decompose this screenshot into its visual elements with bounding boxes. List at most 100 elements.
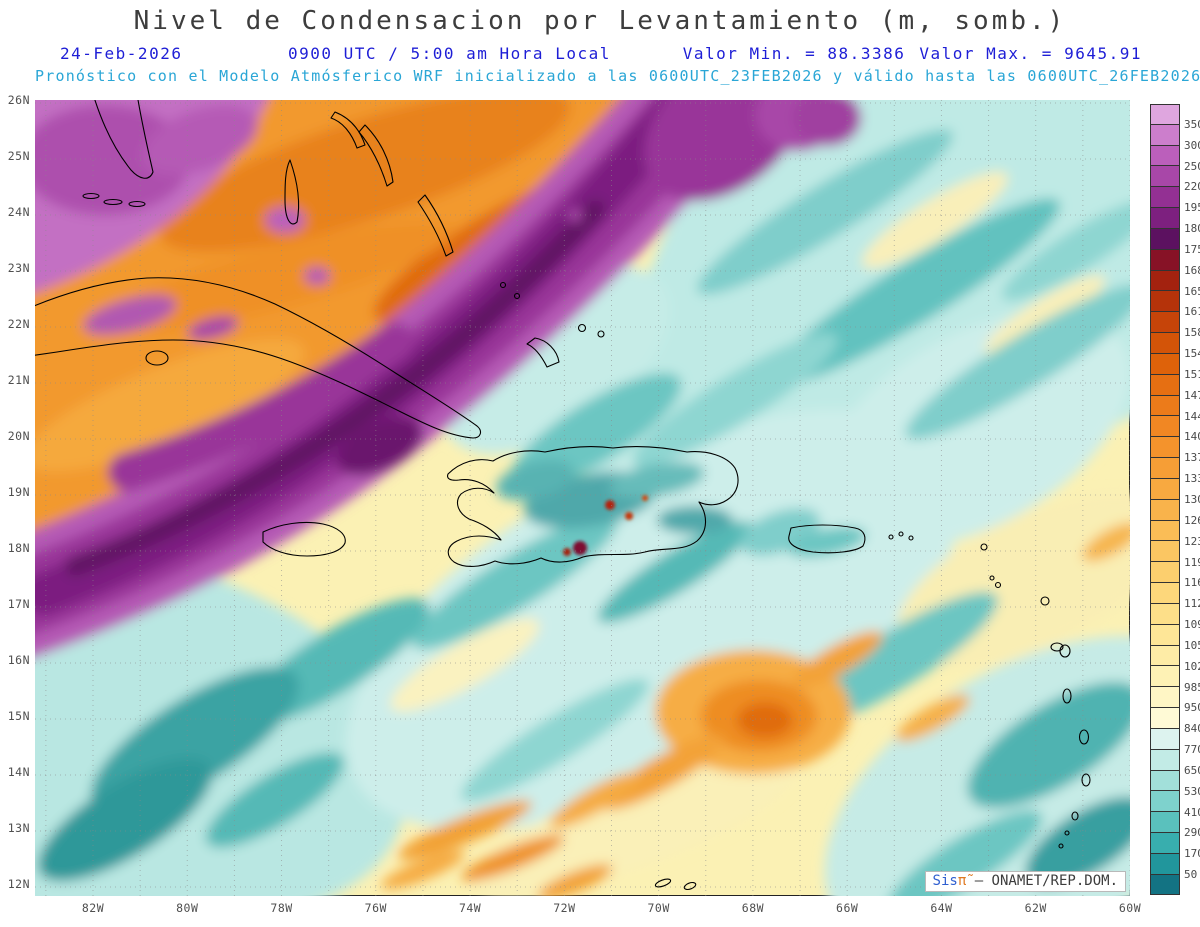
minmax-values: Valor Min. = 88.3386 Valor Max. = 9645.91 [669, 44, 1142, 63]
colorbar-tick-label: 1475 [1184, 388, 1200, 402]
lat-tick-label: 23N [7, 261, 30, 275]
colorbar-cell [1150, 187, 1180, 209]
colorbar-cell [1150, 333, 1180, 354]
colorbar-tick-label: 1510 [1184, 367, 1200, 381]
colorbar-cell [1150, 832, 1180, 854]
cuba-coastline [35, 277, 482, 439]
lon-tick-label: 70W [647, 901, 670, 915]
watermark-org: — ONAMET/REP.DOM. [974, 873, 1118, 889]
lat-tick-label: 13N [7, 821, 30, 835]
colorbar-tick-label: 1300 [1184, 493, 1200, 506]
colorbar-tick-label: 650 [1184, 763, 1200, 777]
colorbar-cell [1150, 145, 1180, 167]
colorbar-cell [1150, 583, 1180, 604]
colorbar-tick-label: 530 [1184, 784, 1200, 798]
field-layer [35, 100, 1130, 896]
colorbar-cell [1150, 437, 1180, 459]
colorbar-tick-label: 1650 [1184, 284, 1200, 298]
colorbar-tick-label: 1090 [1184, 618, 1200, 632]
colorbar-tick-label: 410 [1184, 805, 1200, 819]
colorbar-tick-label: 1688 [1184, 263, 1200, 277]
map-panel: Sisπ̃ — ONAMET/REP.DOM. [35, 100, 1130, 896]
lon-tick-label: 66W [836, 901, 859, 915]
lat-tick-label: 17N [7, 597, 30, 611]
local-maxima-specks [563, 495, 648, 556]
colorbar-cell [1150, 499, 1180, 521]
lat-tick-label: 14N [7, 765, 30, 779]
colorbar-cell [1150, 104, 1180, 125]
puerto-rico-coastline [788, 524, 866, 554]
watermark-brand: Sis [932, 873, 958, 889]
colorbar-tick-label: 1335 [1184, 472, 1200, 486]
colorbar-cell [1150, 749, 1180, 771]
watermark-pi-symbol: π̃ [957, 873, 967, 889]
colorbar-tick-label: 840 [1184, 722, 1200, 736]
colorbar-tick-label: 1125 [1184, 597, 1200, 611]
colorbar-cell [1150, 853, 1180, 875]
colorbar-cell [1150, 603, 1180, 625]
colorbar-tick-label: 985 [1184, 680, 1200, 694]
colorbar-cell [1150, 812, 1180, 833]
colorbar-tick-label: 1230 [1184, 534, 1200, 548]
min-value-label: Valor Min. = 88.3386 [682, 44, 906, 63]
lat-tick-label: 16N [7, 653, 30, 667]
colorbar-cell [1150, 374, 1180, 396]
lon-tick-label: 72W [553, 901, 576, 915]
watermark: Sisπ̃ — ONAMET/REP.DOM. [924, 871, 1126, 892]
colorbar-tick-label: 1405 [1184, 430, 1200, 444]
colorbar-tick-label: 1545 [1184, 347, 1200, 361]
colorbar-tick-label: 1370 [1184, 451, 1200, 465]
colorbar-tick-label: 170 [1184, 847, 1200, 861]
colorbar-cell [1150, 770, 1180, 792]
lat-tick-label: 26N [7, 93, 30, 107]
colorbar-cell [1150, 708, 1180, 729]
colorbar-cell [1150, 520, 1180, 542]
lat-tick-label: 20N [7, 429, 30, 443]
colorbar-cell [1150, 312, 1180, 334]
colorbar-tick-label: 1440 [1184, 409, 1200, 423]
colorbar-tick-label: 1160 [1184, 576, 1200, 590]
lon-tick-label: 74W [458, 901, 482, 915]
colorbar-tick-label: 2200 [1184, 180, 1200, 194]
colorbar-cell [1150, 208, 1180, 229]
colorbar-cell [1150, 124, 1180, 146]
colorbar-cell [1150, 458, 1180, 479]
lat-tick-label: 24N [7, 205, 30, 219]
lcl-field-svg [35, 100, 1130, 896]
lat-tick-label: 12N [7, 877, 30, 891]
colorbar-cell [1150, 416, 1180, 438]
colorbar-cell [1150, 478, 1180, 500]
lon-tick-label: 82W [81, 901, 105, 915]
colorbar-cell [1150, 228, 1180, 250]
lat-tick-label: 18N [7, 541, 30, 555]
forecast-description: Pronóstico con el Modelo Atmósferico WRF… [35, 67, 1200, 85]
colorbar-tick-label: 1020 [1184, 659, 1200, 673]
hispaniola-coastline [447, 446, 739, 567]
colorbar-tick-label: 1195 [1184, 555, 1200, 569]
lon-tick-label: 64W [930, 901, 953, 915]
lon-tick-label: 76W [364, 901, 387, 915]
colorbar-tick-label: 50 [1184, 868, 1198, 882]
lat-tick-label: 22N [7, 317, 30, 331]
chart-title: Nivel de Condensacion por Levantamiento … [133, 6, 1067, 36]
colorbar-cell [1150, 353, 1180, 375]
colorbar-cell [1150, 687, 1180, 709]
colorbar-tick-label: 1950 [1184, 201, 1200, 215]
colorbar-tick-label: 1800 [1184, 222, 1200, 236]
colorbar-cell [1150, 728, 1180, 750]
valid-date: 24-Feb-2026 [60, 44, 183, 63]
colorbar-cell [1150, 249, 1180, 271]
lat-tick-label: 25N [7, 149, 30, 163]
lat-tick-label: 15N [7, 709, 30, 723]
coastlines-layer [35, 100, 1091, 891]
colorbar-cell [1150, 791, 1180, 813]
colorbar-tick-label: 3000 [1184, 138, 1200, 152]
colorbar-tick-label: 3500 [1184, 117, 1200, 131]
lon-tick-label: 80W [176, 901, 199, 915]
colorbar-cell [1150, 874, 1180, 896]
netherlands-antilles-islands [654, 878, 697, 891]
